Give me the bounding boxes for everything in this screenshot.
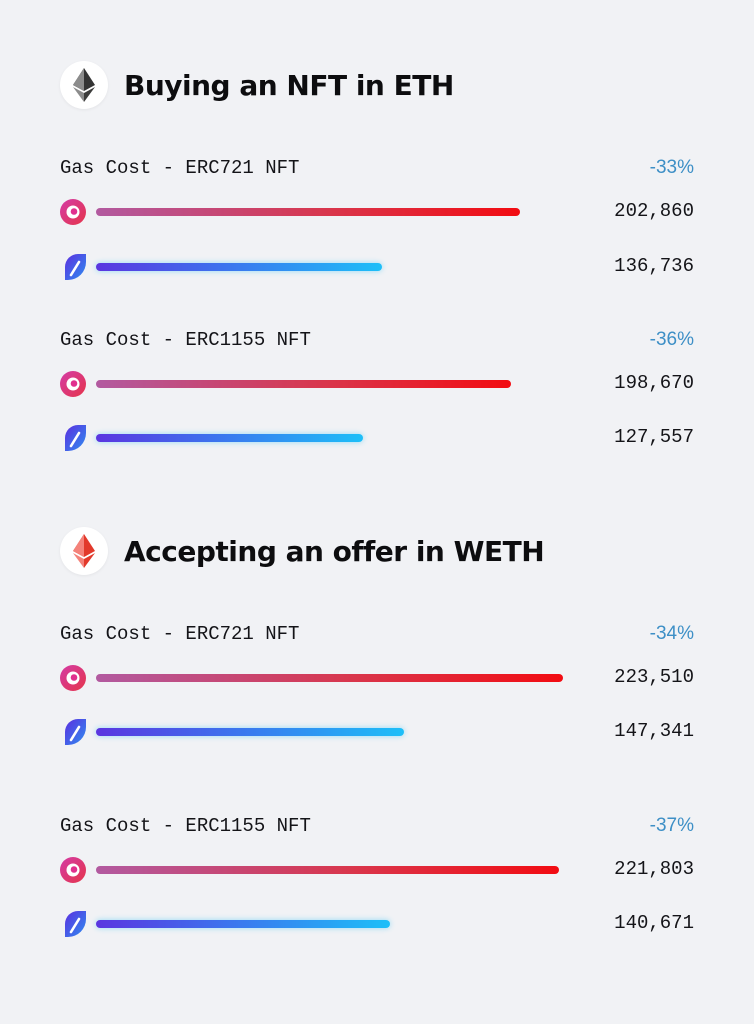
bar: [96, 263, 382, 271]
bar: [96, 380, 511, 388]
metric-label: Gas Cost - ERC721 NFT: [60, 623, 300, 645]
bar: [96, 674, 563, 682]
bar-row: 127,557: [60, 425, 694, 451]
pink-marketplace-logo-icon: [60, 665, 86, 691]
bar-row: 136,736: [60, 254, 694, 280]
bar: [96, 208, 520, 216]
bar-value: 198,670: [614, 372, 694, 394]
bar-row: 147,341: [60, 719, 694, 745]
bar-row: 223,510: [60, 665, 694, 691]
bar: [96, 866, 559, 874]
ethereum-red-icon: [60, 527, 108, 575]
bar-value: 147,341: [614, 720, 694, 742]
bar-row: 198,670: [60, 371, 694, 397]
bar-row: 202,860: [60, 199, 694, 225]
bar-row: 221,803: [60, 857, 694, 883]
ethereum-black-icon: [60, 61, 108, 109]
metric-label: Gas Cost - ERC1155 NFT: [60, 815, 311, 837]
bar-value: 127,557: [614, 426, 694, 448]
section-title: Buying an NFT in ETH: [124, 68, 454, 102]
pink-marketplace-logo-icon: [60, 371, 86, 397]
percent-change: -36%: [649, 329, 694, 350]
bar: [96, 728, 404, 736]
bar-value: 140,671: [614, 912, 694, 934]
bar-value: 202,860: [614, 200, 694, 222]
percent-change: -37%: [649, 815, 694, 836]
pink-marketplace-logo-icon: [60, 199, 86, 225]
blue-marketplace-logo-icon: [65, 254, 86, 280]
blue-marketplace-logo-icon: [65, 911, 86, 937]
section-header-accepting: Accepting an offer in WETH: [60, 526, 545, 576]
metric-label: Gas Cost - ERC1155 NFT: [60, 329, 311, 351]
blue-marketplace-logo-icon: [65, 425, 86, 451]
metric-label: Gas Cost - ERC721 NFT: [60, 157, 300, 179]
section-title: Accepting an offer in WETH: [124, 534, 545, 568]
pink-marketplace-logo-icon: [60, 857, 86, 883]
bar-value: 223,510: [614, 666, 694, 688]
percent-change: -33%: [649, 157, 694, 178]
blue-marketplace-logo-icon: [65, 719, 86, 745]
bar-value: 221,803: [614, 858, 694, 880]
bar-row: 140,671: [60, 911, 694, 937]
section-header-buying: Buying an NFT in ETH: [60, 60, 454, 110]
percent-change: -34%: [649, 623, 694, 644]
bar: [96, 434, 363, 442]
bar: [96, 920, 390, 928]
bar-value: 136,736: [614, 255, 694, 277]
